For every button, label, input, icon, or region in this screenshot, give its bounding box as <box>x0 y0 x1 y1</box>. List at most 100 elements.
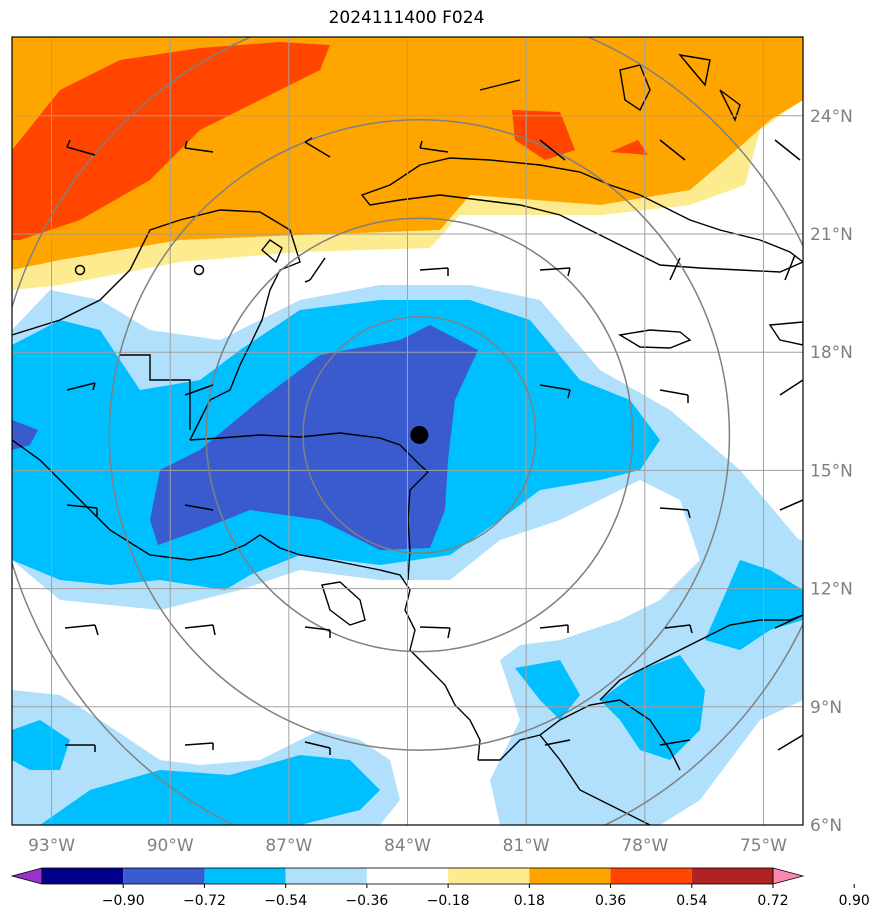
latitude-tick-label: 12°N <box>810 580 853 600</box>
coastline-colombia <box>539 734 651 825</box>
colorbar-swatch <box>448 868 530 884</box>
wind-barb <box>304 137 331 158</box>
wind-barb <box>184 384 214 396</box>
coastline-hispaniola <box>768 321 803 346</box>
wind-barb <box>779 379 803 396</box>
fill-cyan-southwest-2 <box>40 755 380 825</box>
wind-barb <box>539 267 571 277</box>
wind-barb <box>539 624 569 633</box>
wind-barb <box>659 739 691 746</box>
latitude-tick-label: 21°N <box>810 225 853 245</box>
coastline-pacific <box>12 439 481 761</box>
range-ring <box>108 118 731 751</box>
wind-barb <box>539 139 566 161</box>
colorbar-tick-label: −0.54 <box>264 893 307 909</box>
colorbar-labels: −0.90 −0.72 −0.54 −0.36 −0.18 0.18 0.36 0.54 0.7… <box>102 884 870 909</box>
latitude-tick-label: 6°N <box>810 816 842 836</box>
wind-barb <box>419 140 449 153</box>
wind-barb <box>184 742 214 750</box>
wind-barb <box>304 257 326 283</box>
fill-cyan-southeast <box>515 660 580 720</box>
wind-barb <box>774 614 803 629</box>
wind-barb <box>184 140 214 153</box>
longitude-tick-label: 81°W <box>503 836 550 856</box>
coastline-yucatan <box>261 239 283 264</box>
colorbar-outline <box>41 867 774 885</box>
colorbar-tick-label: −0.72 <box>183 893 226 909</box>
fill-cyan-southeast-2 <box>600 655 705 760</box>
longitude-tick-label: 87°W <box>265 836 312 856</box>
wind-barb <box>304 741 331 755</box>
colorbar-swatch <box>610 868 692 884</box>
latitude-tick-label: 18°N <box>810 343 853 363</box>
wind-barb <box>664 624 693 634</box>
lake-nicaragua <box>321 581 366 626</box>
wind-barb <box>66 504 98 516</box>
colorbar-tick-label: 0.90 <box>839 893 870 909</box>
wind-barb <box>774 139 801 161</box>
colorbar-swatch <box>366 868 449 884</box>
wind-barb <box>784 254 796 281</box>
map-frame <box>11 36 804 826</box>
latitude-tick-label: 15°N <box>810 461 853 481</box>
wind-barb <box>65 744 96 752</box>
shaded-field <box>12 37 803 825</box>
wind-barb <box>184 504 214 511</box>
colorbar-tick-label: 0.54 <box>676 893 707 909</box>
colorbar-tick-label: −0.90 <box>102 893 145 909</box>
fill-darkblue-west <box>12 420 38 450</box>
coastline-jamaica <box>618 329 692 349</box>
colorbar-swatch <box>285 868 367 884</box>
latitude-tick-label: 24°N <box>810 107 853 127</box>
coastline-cuba <box>360 157 803 273</box>
storm-center-marker <box>410 425 429 444</box>
colorbar-tick-label: 0.72 <box>757 893 788 909</box>
fill-red-east <box>512 110 575 160</box>
range-ring <box>302 315 537 554</box>
fill-red-east-small <box>610 140 648 155</box>
wind-barb <box>539 384 571 399</box>
wind-barb <box>64 624 99 636</box>
wind-barb <box>304 626 331 638</box>
coastline-central-america-north <box>189 432 429 473</box>
coastline-panama <box>478 699 681 771</box>
coastline-south-america <box>599 614 803 701</box>
wind-barb <box>669 257 681 281</box>
colorbar-tick-label: −0.18 <box>427 893 470 909</box>
wind-barb <box>777 734 803 751</box>
calm-wind-circle <box>74 264 86 276</box>
fill-red-north <box>12 42 330 240</box>
colorbar-swatch <box>42 868 124 884</box>
fill-darkblue-central <box>150 325 478 550</box>
wind-barb <box>659 389 689 403</box>
longitude-tick-label: 75°W <box>740 836 787 856</box>
wind-barb <box>659 139 686 161</box>
coastlines <box>12 53 803 825</box>
wind-barb <box>544 739 571 746</box>
wind-barbs <box>64 137 803 755</box>
wind-barb <box>659 507 691 519</box>
border-mexico-guatemala <box>120 354 191 430</box>
longitude-tick-label: 90°W <box>147 836 194 856</box>
range-ring <box>205 217 634 653</box>
fill-cyan-southeast-3 <box>705 560 803 650</box>
wind-barb <box>66 139 96 156</box>
wind-barb <box>66 382 96 391</box>
longitude-labels: 93°W 90°W 87°W 84°W 81°W 78°W 75°W <box>28 836 787 856</box>
longitude-tick-label: 93°W <box>28 836 75 856</box>
range-rings <box>12 37 803 825</box>
colorbar-extend-low <box>10 867 43 885</box>
latitude-tick-label: 9°N <box>810 698 842 718</box>
calm-wind-circle <box>193 264 205 276</box>
fill-cyan-southwest <box>12 720 70 770</box>
colorbar-extend-high <box>772 867 805 885</box>
longitude-tick-label: 84°W <box>384 836 431 856</box>
colorbar-swatch <box>123 868 205 884</box>
coastline-mexico-gulf <box>12 209 301 441</box>
colorbar-swatch <box>529 868 611 884</box>
map-title: 2024111400 F024 <box>328 8 485 28</box>
colorbar-tick-label: 0.36 <box>595 893 626 909</box>
wind-barb <box>779 499 803 511</box>
wind-barb <box>419 626 451 639</box>
